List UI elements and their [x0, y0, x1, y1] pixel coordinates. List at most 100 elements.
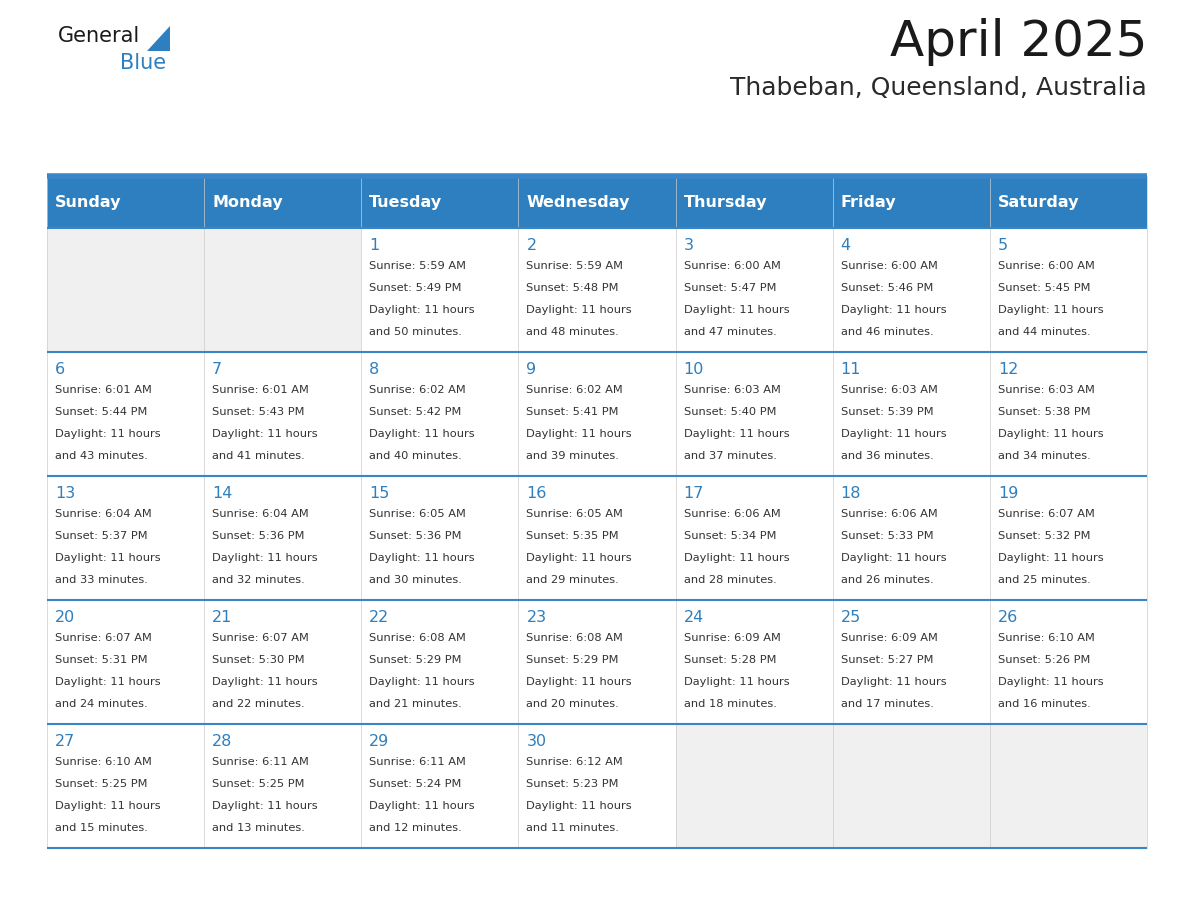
Text: 29: 29: [369, 734, 390, 749]
Text: Sunday: Sunday: [55, 195, 121, 209]
Text: Sunrise: 6:04 AM: Sunrise: 6:04 AM: [213, 509, 309, 519]
Text: Sunrise: 6:10 AM: Sunrise: 6:10 AM: [998, 633, 1094, 643]
Text: Daylight: 11 hours: Daylight: 11 hours: [841, 429, 947, 439]
Bar: [676, 724, 833, 848]
Bar: [204, 228, 361, 352]
Text: and 18 minutes.: and 18 minutes.: [683, 699, 777, 709]
Text: Sunset: 5:45 PM: Sunset: 5:45 PM: [998, 283, 1091, 293]
Text: Daylight: 11 hours: Daylight: 11 hours: [841, 305, 947, 315]
Text: Daylight: 11 hours: Daylight: 11 hours: [683, 677, 789, 687]
Text: and 13 minutes.: and 13 minutes.: [213, 823, 305, 833]
Text: and 12 minutes.: and 12 minutes.: [369, 823, 462, 833]
Text: Daylight: 11 hours: Daylight: 11 hours: [213, 801, 317, 811]
Text: Sunrise: 6:00 AM: Sunrise: 6:00 AM: [683, 261, 781, 271]
Bar: [990, 600, 1146, 724]
Text: 16: 16: [526, 486, 546, 501]
Text: Sunset: 5:25 PM: Sunset: 5:25 PM: [55, 779, 147, 789]
Text: Sunrise: 6:07 AM: Sunrise: 6:07 AM: [998, 509, 1094, 519]
Text: Daylight: 11 hours: Daylight: 11 hours: [55, 553, 160, 563]
Bar: [518, 228, 676, 352]
Text: Sunrise: 6:07 AM: Sunrise: 6:07 AM: [213, 633, 309, 643]
Bar: [990, 176, 1146, 228]
Text: 18: 18: [841, 486, 861, 501]
Text: Sunset: 5:27 PM: Sunset: 5:27 PM: [841, 655, 934, 665]
Text: 25: 25: [841, 610, 861, 625]
Text: and 28 minutes.: and 28 minutes.: [683, 575, 776, 585]
Text: Sunset: 5:49 PM: Sunset: 5:49 PM: [369, 283, 462, 293]
Text: and 32 minutes.: and 32 minutes.: [213, 575, 305, 585]
Bar: [990, 228, 1146, 352]
Text: and 26 minutes.: and 26 minutes.: [841, 575, 934, 585]
Text: Daylight: 11 hours: Daylight: 11 hours: [213, 677, 317, 687]
Text: and 22 minutes.: and 22 minutes.: [213, 699, 305, 709]
Text: Sunrise: 6:02 AM: Sunrise: 6:02 AM: [369, 385, 466, 395]
Text: 27: 27: [55, 734, 75, 749]
Text: and 44 minutes.: and 44 minutes.: [998, 327, 1091, 337]
Text: Sunrise: 6:03 AM: Sunrise: 6:03 AM: [998, 385, 1094, 395]
Text: Sunset: 5:29 PM: Sunset: 5:29 PM: [369, 655, 462, 665]
Text: Daylight: 11 hours: Daylight: 11 hours: [998, 553, 1104, 563]
Text: 8: 8: [369, 362, 379, 377]
Text: and 29 minutes.: and 29 minutes.: [526, 575, 619, 585]
Polygon shape: [147, 26, 170, 51]
Text: 17: 17: [683, 486, 704, 501]
Text: 11: 11: [841, 362, 861, 377]
Text: Sunrise: 6:11 AM: Sunrise: 6:11 AM: [213, 757, 309, 767]
Text: Sunrise: 6:01 AM: Sunrise: 6:01 AM: [213, 385, 309, 395]
Bar: [990, 724, 1146, 848]
Bar: [204, 476, 361, 600]
Text: 28: 28: [213, 734, 233, 749]
Text: Sunrise: 6:05 AM: Sunrise: 6:05 AM: [526, 509, 624, 519]
Text: 30: 30: [526, 734, 546, 749]
Bar: [204, 724, 361, 848]
Text: Sunrise: 6:07 AM: Sunrise: 6:07 AM: [55, 633, 152, 643]
Text: Daylight: 11 hours: Daylight: 11 hours: [683, 305, 789, 315]
Text: 24: 24: [683, 610, 703, 625]
Text: Sunset: 5:48 PM: Sunset: 5:48 PM: [526, 283, 619, 293]
Text: 6: 6: [55, 362, 65, 377]
Text: April 2025: April 2025: [890, 18, 1146, 66]
Bar: [518, 476, 676, 600]
Text: 9: 9: [526, 362, 537, 377]
Text: Sunrise: 6:05 AM: Sunrise: 6:05 AM: [369, 509, 466, 519]
Text: Daylight: 11 hours: Daylight: 11 hours: [998, 429, 1104, 439]
Text: Daylight: 11 hours: Daylight: 11 hours: [841, 553, 947, 563]
Text: and 37 minutes.: and 37 minutes.: [683, 451, 777, 461]
Text: Sunset: 5:37 PM: Sunset: 5:37 PM: [55, 531, 147, 541]
Text: and 11 minutes.: and 11 minutes.: [526, 823, 619, 833]
Text: Thursday: Thursday: [683, 195, 767, 209]
Bar: [676, 600, 833, 724]
Text: Sunset: 5:43 PM: Sunset: 5:43 PM: [213, 407, 304, 417]
Text: Daylight: 11 hours: Daylight: 11 hours: [683, 429, 789, 439]
Bar: [48, 476, 204, 600]
Text: Monday: Monday: [213, 195, 283, 209]
Text: Sunrise: 6:00 AM: Sunrise: 6:00 AM: [841, 261, 937, 271]
Text: Sunset: 5:40 PM: Sunset: 5:40 PM: [683, 407, 776, 417]
Text: and 33 minutes.: and 33 minutes.: [55, 575, 147, 585]
Bar: [518, 724, 676, 848]
Text: Sunrise: 6:00 AM: Sunrise: 6:00 AM: [998, 261, 1094, 271]
Text: Daylight: 11 hours: Daylight: 11 hours: [369, 677, 475, 687]
Bar: [833, 228, 990, 352]
Text: 14: 14: [213, 486, 233, 501]
Text: Sunset: 5:36 PM: Sunset: 5:36 PM: [213, 531, 304, 541]
Text: Sunrise: 6:03 AM: Sunrise: 6:03 AM: [841, 385, 937, 395]
Text: 7: 7: [213, 362, 222, 377]
Text: Sunset: 5:44 PM: Sunset: 5:44 PM: [55, 407, 147, 417]
Text: Daylight: 11 hours: Daylight: 11 hours: [369, 553, 475, 563]
Text: Sunrise: 5:59 AM: Sunrise: 5:59 AM: [369, 261, 466, 271]
Text: 22: 22: [369, 610, 390, 625]
Text: Daylight: 11 hours: Daylight: 11 hours: [683, 553, 789, 563]
Text: and 47 minutes.: and 47 minutes.: [683, 327, 776, 337]
Text: Sunrise: 5:59 AM: Sunrise: 5:59 AM: [526, 261, 624, 271]
Text: and 39 minutes.: and 39 minutes.: [526, 451, 619, 461]
Bar: [48, 724, 204, 848]
Text: and 21 minutes.: and 21 minutes.: [369, 699, 462, 709]
Text: Daylight: 11 hours: Daylight: 11 hours: [998, 677, 1104, 687]
Text: Sunset: 5:35 PM: Sunset: 5:35 PM: [526, 531, 619, 541]
Text: and 36 minutes.: and 36 minutes.: [841, 451, 934, 461]
Text: Sunset: 5:23 PM: Sunset: 5:23 PM: [526, 779, 619, 789]
Text: Blue: Blue: [120, 53, 166, 73]
Text: Sunset: 5:41 PM: Sunset: 5:41 PM: [526, 407, 619, 417]
Text: Daylight: 11 hours: Daylight: 11 hours: [369, 305, 475, 315]
